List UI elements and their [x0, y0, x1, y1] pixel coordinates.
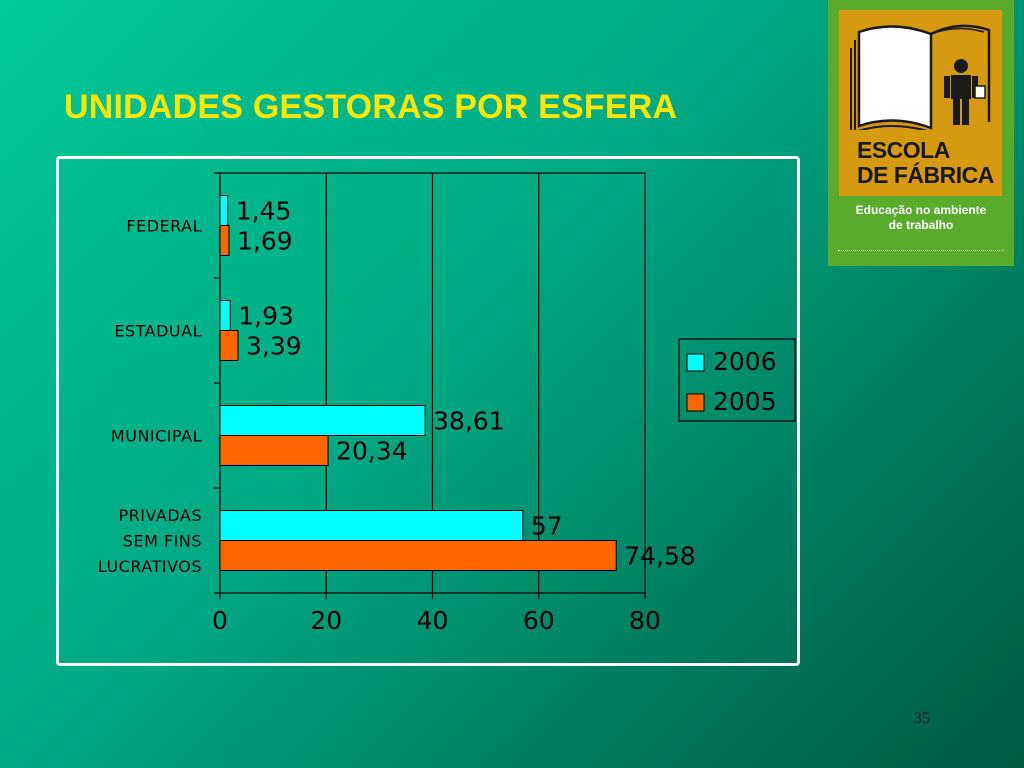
- slide-title: UNIDADES GESTORAS POR ESFERA: [64, 88, 678, 126]
- legend-swatch-2006: [686, 353, 705, 372]
- logo-name-line1: ESCOLA: [857, 137, 950, 163]
- legend-label: 2006: [713, 347, 777, 376]
- escola-de-fabrica-logo: ESCOLA DE FÁBRICA Educação no ambiente d…: [828, 0, 1014, 266]
- bar-chart: 0 20 40 60 80 FEDERAL 1,451,69 ESTADUAL 1,933,39…: [98, 172, 796, 635]
- legend-swatch-2005: [686, 393, 705, 412]
- bar-2006: [219, 510, 524, 541]
- legend-box: [678, 338, 796, 422]
- bar-2005: [219, 330, 239, 361]
- category-label: FEDERAL: [126, 217, 202, 236]
- bar-2006: [219, 405, 426, 436]
- logo-panel: ESCOLA DE FÁBRICA: [839, 10, 1002, 196]
- data-label: 1,93: [238, 302, 294, 331]
- data-label: 1,45: [236, 197, 292, 226]
- page-number: 35: [914, 710, 930, 727]
- open-book-and-worker-icon: [850, 24, 991, 130]
- category-label: ESTADUAL: [114, 322, 202, 341]
- legend-label: 2005: [713, 387, 777, 416]
- data-label: 3,39: [246, 332, 302, 361]
- bar-2005: [219, 225, 230, 256]
- data-label: 38,61: [433, 407, 505, 436]
- logo-tagline: Educação no ambiente de trabalho: [828, 203, 1014, 233]
- logo-tagline-line2: de trabalho: [888, 218, 954, 232]
- chart-frame: 0 20 40 60 80 FEDERAL 1,45 1,69 ESTADUAL 1,93 3,39…: [56, 156, 800, 666]
- category-label: MUNICIPAL: [111, 427, 202, 446]
- x-tick-label: 80: [629, 606, 661, 635]
- bar-2006: [219, 300, 231, 331]
- logo-divider: [838, 250, 1004, 251]
- data-label: 1,69: [237, 227, 293, 256]
- x-tick-label: 60: [523, 606, 555, 635]
- bar-2005: [219, 435, 329, 466]
- data-label: 74,58: [624, 542, 696, 571]
- bar-2005: [219, 540, 617, 571]
- x-tick-label: 0: [212, 606, 228, 635]
- logo-name-line2: DE FÁBRICA: [857, 162, 994, 188]
- category-label: SEM FINS: [123, 532, 202, 551]
- category-label: PRIVADAS: [119, 506, 203, 525]
- logo-tagline-line1: Educação no ambiente: [855, 203, 987, 217]
- data-label: 57: [531, 512, 563, 541]
- logo-name: ESCOLA DE FÁBRICA: [857, 138, 994, 188]
- data-label: 20,34: [336, 437, 408, 466]
- x-tick-label: 20: [310, 606, 342, 635]
- category-label: LUCRATIVOS: [98, 557, 202, 576]
- x-tick-label: 40: [417, 606, 449, 635]
- bar-2006: [219, 195, 229, 226]
